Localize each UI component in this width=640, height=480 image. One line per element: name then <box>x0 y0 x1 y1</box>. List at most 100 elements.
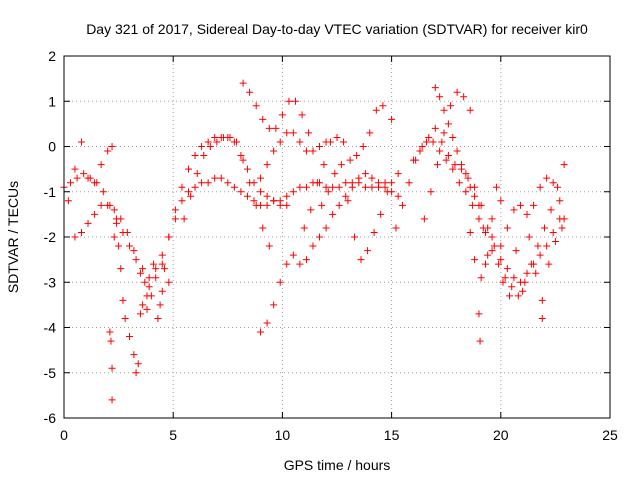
data-point <box>444 152 452 160</box>
data-point <box>462 170 470 178</box>
data-point <box>372 106 380 114</box>
data-point <box>329 183 337 191</box>
data-point <box>91 179 99 187</box>
data-point <box>342 192 350 200</box>
data-point <box>184 188 192 196</box>
data-point <box>158 260 166 268</box>
data-point <box>305 129 313 137</box>
data-point <box>106 328 114 336</box>
data-point <box>466 106 474 114</box>
data-point <box>171 206 179 214</box>
data-point <box>394 170 402 178</box>
data-point <box>514 292 522 300</box>
series-track-o <box>497 174 568 250</box>
data-point <box>374 179 382 187</box>
data-point <box>84 219 92 227</box>
data-point <box>516 201 524 209</box>
data-point <box>556 197 564 205</box>
tick-labels: 0 5 10 15 20 25 -6 -5 -4 -3 -2 -1 0 1 2 <box>44 48 618 443</box>
data-point <box>283 129 291 137</box>
series-track-m <box>420 88 474 223</box>
data-point <box>438 138 446 146</box>
data-point <box>475 310 483 318</box>
data-point <box>145 283 153 291</box>
data-point <box>257 328 265 336</box>
data-point <box>423 138 431 146</box>
data-point <box>451 161 459 169</box>
data-point <box>178 183 186 191</box>
data-point <box>289 251 297 259</box>
data-point <box>145 274 153 282</box>
data-point <box>455 179 463 187</box>
data-point <box>538 314 546 322</box>
y-axis-title: SDTVAR / TECUs <box>5 181 21 293</box>
data-point <box>252 102 260 110</box>
data-point <box>276 201 284 209</box>
data-point <box>206 143 214 150</box>
data-point <box>211 133 219 141</box>
data-point <box>464 174 472 182</box>
data-point <box>405 179 413 187</box>
data-point <box>536 183 544 191</box>
data-point <box>108 396 116 404</box>
data-point <box>165 278 173 286</box>
data-point <box>250 197 258 205</box>
series-scatter-late <box>466 224 566 345</box>
x-tick-label: 0 <box>60 427 68 443</box>
data-point <box>460 93 468 101</box>
data-point <box>123 228 131 236</box>
data-point <box>368 174 376 182</box>
data-point <box>134 360 142 368</box>
data-point <box>132 256 140 264</box>
data-point <box>298 111 306 119</box>
data-point <box>342 179 350 187</box>
data-point <box>497 242 505 250</box>
data-point <box>77 138 85 146</box>
data-point <box>545 260 553 268</box>
data-point <box>366 129 374 137</box>
data-point <box>527 260 535 268</box>
data-point <box>357 256 365 264</box>
data-point <box>108 143 116 150</box>
data-point <box>198 179 206 187</box>
x-tick-label: 25 <box>602 427 618 443</box>
data-point <box>224 179 232 187</box>
data-point <box>433 161 441 169</box>
data-point <box>346 156 354 164</box>
series-track-e <box>180 133 273 250</box>
data-point <box>165 233 173 241</box>
data-point <box>239 156 247 164</box>
data-point <box>495 260 503 268</box>
data-point <box>309 242 317 250</box>
data-point <box>257 188 265 196</box>
data-point <box>418 143 426 150</box>
data-point <box>510 206 518 214</box>
data-point <box>320 161 328 169</box>
data-point <box>292 97 300 105</box>
data-point <box>117 265 125 273</box>
data-point <box>501 274 509 282</box>
data-point <box>141 278 149 286</box>
series-track-g <box>257 129 330 182</box>
data-point <box>156 301 164 309</box>
data-point <box>497 256 505 264</box>
data-point <box>427 188 435 196</box>
data-point <box>361 183 369 191</box>
data-point <box>322 224 330 232</box>
data-point <box>104 147 112 155</box>
data-point <box>554 183 562 191</box>
data-point <box>324 188 332 196</box>
data-point <box>126 242 134 250</box>
data-point <box>377 210 385 218</box>
chart-title: Day 321 of 2017, Sidereal Day-to-day VTE… <box>86 21 588 37</box>
data-point <box>394 192 402 200</box>
data-point <box>289 188 297 196</box>
data-point <box>392 224 400 232</box>
data-point <box>538 296 546 304</box>
data-point <box>213 138 221 146</box>
data-point <box>447 102 455 110</box>
data-point <box>200 152 208 160</box>
data-point <box>270 147 278 155</box>
data-point <box>462 188 470 196</box>
